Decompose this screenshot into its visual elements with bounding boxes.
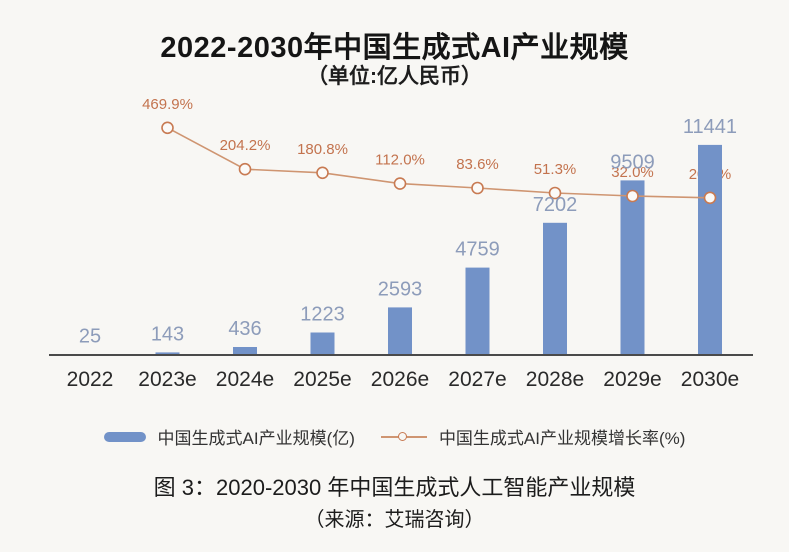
legend-line-label: 中国生成式AI产业规模增长率(%) bbox=[438, 429, 686, 448]
bar bbox=[233, 347, 257, 355]
line-marker-icon bbox=[161, 121, 174, 135]
legend-line-swatch bbox=[380, 431, 427, 442]
growth-rate-label: 469.9% bbox=[142, 96, 193, 113]
line-marker-icon bbox=[471, 181, 484, 195]
x-tick-label: 2028e bbox=[526, 368, 584, 391]
bar-value-label: 436 bbox=[228, 318, 261, 340]
line-marker-icon bbox=[548, 186, 562, 200]
bar-value-label: 25 bbox=[79, 326, 101, 348]
bar bbox=[388, 307, 412, 355]
legend: 中国生成式AI产业规模(亿) 中国生成式AI产业规模增长率(%) bbox=[0, 424, 789, 449]
bar-value-label: 11441 bbox=[683, 116, 737, 138]
chart-subtitle: （单位:亿人民币） bbox=[307, 65, 482, 88]
x-tick-label: 2027e bbox=[448, 368, 506, 391]
legend-bar-swatch bbox=[103, 431, 146, 442]
bar-value-label: 2593 bbox=[378, 278, 423, 300]
x-tick-label: 2026e bbox=[371, 368, 429, 391]
growth-rate-label: 83.6% bbox=[456, 156, 499, 173]
growth-rate-label: 51.3% bbox=[534, 161, 577, 178]
bar-value-label: 1223 bbox=[300, 304, 345, 326]
x-tick-label: 2024e bbox=[216, 368, 274, 391]
bar-value-label: 7202 bbox=[533, 194, 578, 216]
x-tick-label: 2030e bbox=[681, 368, 739, 391]
figure-caption: 图 3：2020-2030 年中国生成式人工智能产业规模 bbox=[153, 475, 636, 500]
x-tick-label: 2022 bbox=[67, 368, 114, 391]
bar bbox=[620, 180, 645, 355]
line-marker-icon bbox=[316, 166, 329, 180]
figure-source: （来源：艾瑞咨询） bbox=[304, 509, 485, 531]
line-marker-icon bbox=[626, 189, 639, 203]
bar-value-label: 9509 bbox=[610, 151, 655, 173]
x-tick-label: 2029e bbox=[603, 368, 661, 391]
growth-rate-label: 112.0% bbox=[375, 152, 425, 169]
bar bbox=[310, 332, 335, 355]
x-tick-label: 2025e bbox=[293, 368, 351, 391]
line-marker-icon bbox=[238, 162, 252, 176]
growth-rate-label: 180.8% bbox=[297, 141, 348, 158]
chart-title: 2022-2030年中国生成式AI产业规模 bbox=[160, 32, 629, 64]
bar bbox=[698, 144, 722, 355]
bar bbox=[155, 352, 180, 355]
bar-value-label: 143 bbox=[151, 323, 184, 345]
bar bbox=[543, 222, 567, 355]
x-tick-label: 2023e bbox=[138, 368, 196, 391]
bar bbox=[465, 267, 490, 355]
legend-bar-label: 中国生成式AI产业规模(亿) bbox=[157, 429, 355, 448]
line-marker-icon bbox=[703, 191, 717, 205]
growth-rate-label: 32.0% bbox=[611, 164, 654, 181]
line-marker-icon bbox=[393, 177, 407, 190]
growth-rate-label: 204.2% bbox=[220, 137, 271, 154]
growth-rate-line bbox=[167, 127, 711, 199]
legend-line-marker-icon bbox=[397, 431, 407, 441]
bar-value-label: 4759 bbox=[455, 239, 500, 261]
combo-chart-canvas: 469.9% 204.2% 180.8% 112.0% 83.6% 51.3% 32.0% 2… bbox=[49, 96, 753, 391]
